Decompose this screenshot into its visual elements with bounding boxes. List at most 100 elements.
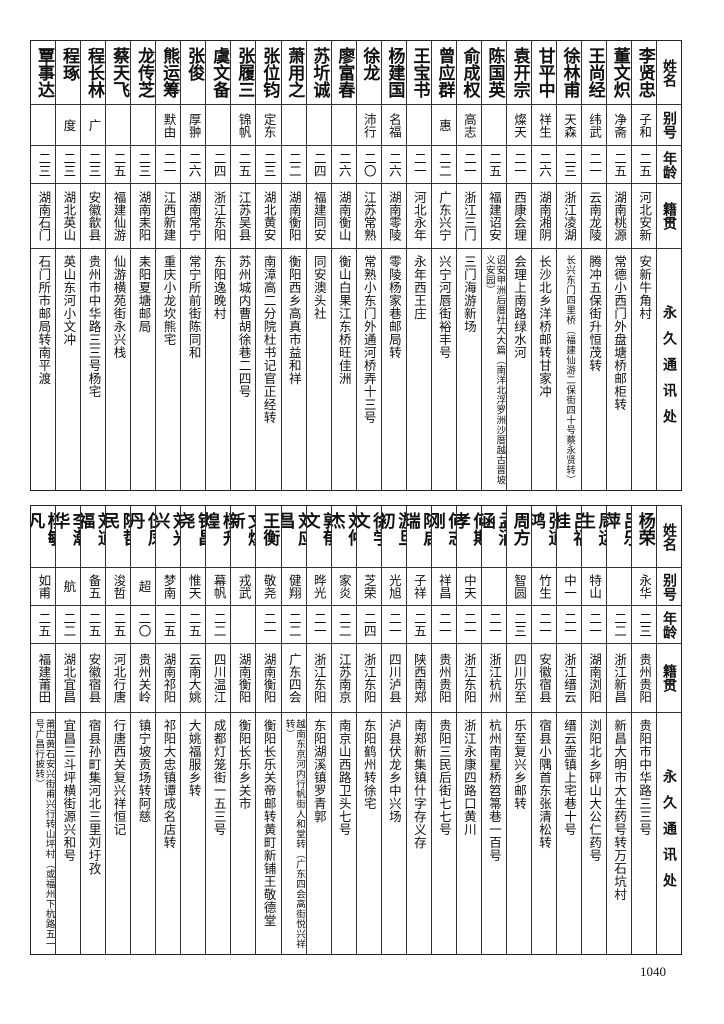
person-name: 覃事达 — [31, 41, 56, 105]
roster-table-lower: 姓名 别号 年龄 籍贯 永久通讯处 杨荣 永华 二三 贵州贵阳 贵阳市中华路三三号 吕乐萍 二二 浙江新… — [30, 505, 682, 955]
person-row: 何志刚 祥昌 二一 贵州贵阳 贵阳三民后街七七号 — [430, 506, 456, 954]
person-address: 衡阳西乡高真市益和祥 — [286, 255, 302, 385]
person-name: 刘道福 — [81, 506, 106, 568]
person-name: 徐龙 — [356, 41, 381, 105]
person-alias: 中天 — [456, 568, 481, 606]
header-address: 永久通讯处 — [661, 304, 678, 435]
person-name: 刘光兴 — [156, 506, 181, 568]
person-row: 甘平中 祥生 二六 湖南湘阴 长沙北乡洋桥邮转甘家冲 — [530, 41, 556, 490]
person-origin: 湖南浏阳 — [581, 644, 606, 713]
person-alias: 名福 — [381, 105, 406, 146]
person-age: 二一 — [156, 146, 181, 184]
person-age: 二三 — [506, 606, 531, 644]
person-row: 杨升煌 幕帆 二二 四川温江 成都灯笼街一五三号 — [205, 506, 231, 954]
person-address: 常宁所前街陈同和 — [186, 255, 202, 359]
person-address: 南京山西路卫头七号 — [336, 719, 352, 836]
person-origin: 贵州关岭 — [131, 644, 156, 713]
person-name: 张俊 — [181, 41, 206, 105]
person-address: 衡阳长乐关帝邮转黄町新铺王敬德堂 — [261, 719, 277, 927]
person-alias — [406, 105, 431, 146]
person-age: 二一 — [581, 146, 606, 184]
person-row: 陈哲民 浚哲 二五 河北行唐 行唐西关复兴祥恒记 — [105, 506, 131, 954]
person-row: 陈国英 二五 福建诏安 诏安甲洲后厝社大大篇（南洋北浮罗洲沙厝越古晋坡义安园） — [480, 41, 506, 490]
person-age: 二二 — [606, 606, 631, 644]
person-origin: 贵州贵阳 — [631, 644, 656, 713]
person-age: 二二 — [56, 606, 81, 644]
person-name: 李瀚华 — [56, 506, 81, 568]
header-column: 姓名 别号 年龄 籍贯 永久通讯处 — [655, 41, 681, 490]
person-origin: 广东兴宁 — [431, 184, 456, 249]
person-age: 二二 — [431, 146, 456, 184]
person-origin: 浙江凌湖 — [556, 184, 581, 249]
person-age: 二四 — [306, 146, 331, 184]
person-origin: 安徽宿县 — [81, 644, 106, 713]
person-address: 长兴东门四里桥（福建仙游二保街四十号蔡永贤转） — [564, 255, 576, 485]
person-address: 三门海游新场 — [461, 255, 477, 333]
person-address: 浏阳北乡砰山大公仁药号 — [587, 719, 603, 862]
person-name: 吕乐萍 — [606, 506, 631, 568]
person-origin: 江苏南京 — [331, 644, 356, 713]
person-age: 二五 — [156, 606, 181, 644]
header-name: 姓名 — [656, 506, 681, 568]
person-address: 苏州城内曹胡徐巷二四号 — [236, 255, 252, 398]
person-age: 二六 — [331, 146, 356, 184]
person-row: 李瀚华航二二 湖北宜昌 宜昌三斗坪横街源兴和号 — [55, 506, 81, 954]
person-alias: 祥生 — [531, 105, 556, 146]
person-address: 永年西王庄 — [411, 255, 427, 320]
person-row: 钟昌尧 惟天 二五 云南大姚 大姚福服乡转 — [180, 506, 206, 954]
person-row: 龙传芝 二三 湖南耒阳 耒阳夏塘邮局 — [130, 41, 156, 490]
person-alias: 天森 — [556, 105, 581, 146]
person-row: 何期孝 中天 二一 浙江东阳 浙江永康四路口黄川 — [455, 506, 481, 954]
person-address: 宿县小隅首东张清松转 — [537, 719, 553, 849]
person-alias: 备五 — [81, 568, 106, 606]
person-name: 陈哲民 — [106, 506, 131, 568]
person-age: 二五 — [81, 606, 106, 644]
person-origin: 浙江三门 — [456, 184, 481, 249]
person-age: 二五 — [231, 146, 256, 184]
person-origin: 浙江新昌 — [606, 644, 631, 713]
person-alias: 戎武 — [231, 568, 256, 606]
person-alias: 惠 — [431, 105, 456, 146]
person-age: 二六 — [381, 146, 406, 184]
person-alias: 如甫 — [31, 568, 56, 606]
person-address: 东阳逸晚村 — [211, 255, 227, 320]
person-row: 程琢度二三 湖北英山 英山东河小文冲 — [55, 41, 81, 490]
person-address: 南郑新集镇什字存义存 — [411, 719, 427, 849]
person-alias: 子祥 — [406, 568, 431, 606]
person-address: 安新牛角村 — [637, 255, 653, 320]
person-origin: 湖南零陵 — [381, 184, 406, 249]
person-alias: 默由 — [156, 105, 181, 146]
person-age: 二五 — [481, 146, 506, 184]
person-alias: 家炎 — [331, 568, 356, 606]
person-age: 二一 — [431, 606, 456, 644]
person-name: 董文炽 — [606, 41, 631, 105]
person-name: 曾应群 — [431, 41, 456, 105]
person-name: 孟涌涵 — [481, 506, 506, 568]
person-age: 二一 — [556, 606, 581, 644]
person-row: 程长林广二三 安徽歙县 贵州市中华路三三号杨宅 — [80, 41, 106, 490]
header-column: 姓名 别号 年龄 籍贯 永久通讯处 — [655, 506, 681, 954]
person-origin: 湖北黄安 — [256, 184, 281, 249]
person-alias: 度 — [56, 105, 81, 146]
person-address: 腾冲五保街升恒茂转 — [587, 255, 603, 372]
person-row: 张履三 锦帆 二五 江苏吴县 苏州城内曹胡徐巷二四号 — [230, 41, 256, 490]
person-address: 南漳高二分院杜书记官正经转 — [261, 255, 277, 424]
person-name: 张道鸿 — [531, 506, 556, 568]
person-alias: 中一 — [556, 568, 581, 606]
person-alias: 祥昌 — [431, 568, 456, 606]
person-name: 文焕新 — [231, 506, 256, 568]
person-origin: 福建莆田 — [31, 644, 56, 713]
person-row: 苏圻诚 二四 福建同安 同安澳头社 — [305, 41, 331, 490]
person-alias: 浚哲 — [106, 568, 131, 606]
person-row: 刘仲杰 家炎 二二 江苏南京 南京山西路卫头七号 — [330, 506, 356, 954]
person-alias: 惟天 — [181, 568, 206, 606]
person-name: 袁开宗 — [506, 41, 531, 105]
person-age: 二一 — [456, 606, 481, 644]
person-age: 二二 — [206, 606, 231, 644]
person-address: 耒阳夏塘邮局 — [136, 255, 152, 333]
person-name: 游旦初 — [381, 506, 406, 568]
person-alias: 智圆 — [506, 568, 531, 606]
header-alias: 别号 — [656, 105, 681, 146]
person-origin: 广东四会 — [281, 644, 306, 713]
person-alias: 幕帆 — [206, 568, 231, 606]
